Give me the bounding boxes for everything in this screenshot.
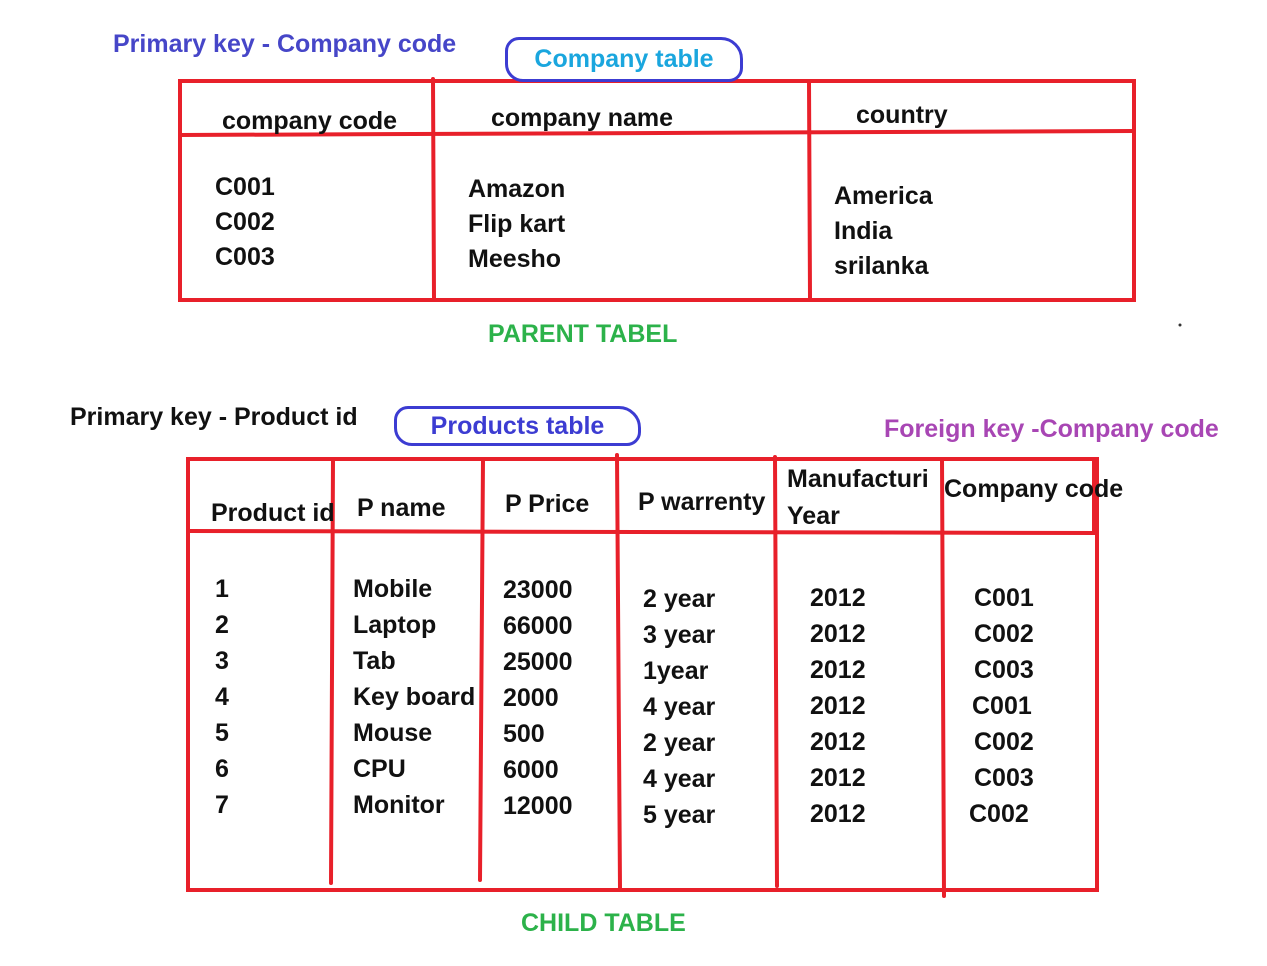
cell-product-id: 2 [215, 611, 229, 639]
foreign-key-company-label: Foreign key -Company code [884, 415, 1219, 443]
countries-column: America India srilanka [834, 179, 933, 284]
cell-product-price: 6000 [503, 756, 559, 784]
child-table-label: CHILD TABLE [521, 909, 686, 937]
products-table-col-divider [940, 457, 946, 898]
cell-company-name: Flip kart [468, 210, 566, 238]
company-codes-fk-column: C001 C002 C003 C001 C002 C003 C002 [969, 580, 1034, 832]
cell-year: 2012 [810, 728, 866, 756]
cell-product-id: 5 [215, 719, 229, 747]
cell-country: srilanka [834, 252, 929, 280]
cell-company-code-fk: C002 [974, 620, 1034, 648]
cell-warrenty: 1year [643, 657, 709, 685]
cell-product-name: Laptop [353, 611, 437, 639]
cell-company-name: Meesho [468, 245, 562, 273]
header-company-code-fk: Company code [944, 475, 1124, 503]
cell-product-name: Mobile [353, 575, 433, 603]
header-company-name: company name [491, 104, 674, 132]
header-year: Year [787, 502, 840, 530]
stray-dot [1178, 323, 1182, 327]
cell-year: 2012 [810, 692, 866, 720]
cell-product-name: Key board [353, 683, 476, 711]
products-table-header-divider [186, 529, 1099, 535]
cell-product-id: 7 [215, 791, 229, 819]
cell-warrenty: 5 year [643, 801, 716, 829]
cell-country: India [834, 217, 893, 245]
cell-product-price: 66000 [503, 612, 573, 640]
company-table-title: Company table [505, 37, 743, 82]
cell-year: 2012 [810, 656, 866, 684]
cell-product-id: 3 [215, 647, 229, 675]
cell-company-code: C003 [215, 243, 275, 271]
cell-product-price: 23000 [503, 576, 573, 604]
products-table-col-divider [478, 457, 485, 882]
products-table-col-divider [615, 453, 622, 890]
products-table-col-divider [329, 457, 335, 885]
products-table-border [186, 457, 1099, 892]
years-column: 2012 2012 2012 2012 2012 2012 2012 [810, 580, 866, 832]
header-country: country [856, 101, 948, 129]
cell-product-name: Mouse [353, 719, 433, 747]
parent-table-label: PARENT TABEL [488, 320, 678, 348]
products-table-title: Products table [394, 406, 641, 446]
cell-company-code: C001 [215, 173, 275, 201]
cell-company-code-fk: C003 [974, 764, 1034, 792]
cell-warrenty: 4 year [643, 765, 716, 793]
cell-product-price: 500 [503, 720, 545, 748]
header-p-price: P Price [505, 490, 590, 518]
warrenty-column: 2 year 3 year 1year 4 year 2 year 4 year… [643, 581, 715, 833]
cell-warrenty: 2 year [643, 729, 716, 757]
cell-warrenty: 4 year [643, 693, 716, 721]
cell-country: America [834, 182, 933, 210]
cell-year: 2012 [810, 800, 866, 828]
cell-year: 2012 [810, 584, 866, 612]
cell-product-name: Monitor [353, 791, 445, 819]
cell-year: 2012 [810, 764, 866, 792]
header-p-warrenty: P warrenty [638, 488, 766, 516]
product-ids-column: 1 2 3 4 5 6 7 [215, 571, 229, 823]
cell-product-price: 12000 [503, 792, 573, 820]
header-p-name: P name [357, 494, 446, 522]
cell-company-code-fk: C002 [974, 728, 1034, 756]
header-manufacturing: Manufacturi [787, 465, 929, 493]
cell-company-code: C002 [215, 208, 275, 236]
company-table-col-divider [807, 79, 812, 300]
cell-product-name: CPU [353, 755, 406, 783]
cell-product-id: 6 [215, 755, 229, 783]
cell-warrenty: 2 year [643, 585, 716, 613]
cell-product-price: 25000 [503, 648, 573, 676]
header-product-id: Product id [211, 499, 335, 527]
cell-company-code-fk: C001 [972, 692, 1032, 720]
primary-key-company-label: Primary key - Company code [113, 30, 457, 58]
cell-warrenty: 3 year [643, 621, 716, 649]
cell-year: 2012 [810, 620, 866, 648]
cell-product-price: 2000 [503, 684, 559, 712]
company-table-col-divider [431, 77, 436, 300]
cell-product-id: 1 [215, 575, 229, 603]
products-table-col-divider [773, 455, 779, 888]
primary-key-product-label: Primary key - Product id [70, 403, 358, 431]
product-names-column: Mobile Laptop Tab Key board Mouse CPU Mo… [353, 571, 475, 823]
cell-company-code-fk: C001 [974, 584, 1034, 612]
company-codes-column: C001 C002 C003 [215, 170, 275, 275]
cell-product-name: Tab [353, 647, 396, 675]
header-company-code: company code [222, 107, 398, 135]
cell-company-code-fk: C003 [974, 656, 1034, 684]
company-table-header-divider [178, 129, 1136, 137]
cell-product-id: 4 [215, 683, 229, 711]
cell-company-name: Amazon [468, 175, 566, 203]
cell-company-code-fk: C002 [969, 800, 1029, 828]
company-names-column: Amazon Flip kart Meesho [468, 172, 565, 277]
product-prices-column: 23000 66000 25000 2000 500 6000 12000 [503, 572, 573, 824]
